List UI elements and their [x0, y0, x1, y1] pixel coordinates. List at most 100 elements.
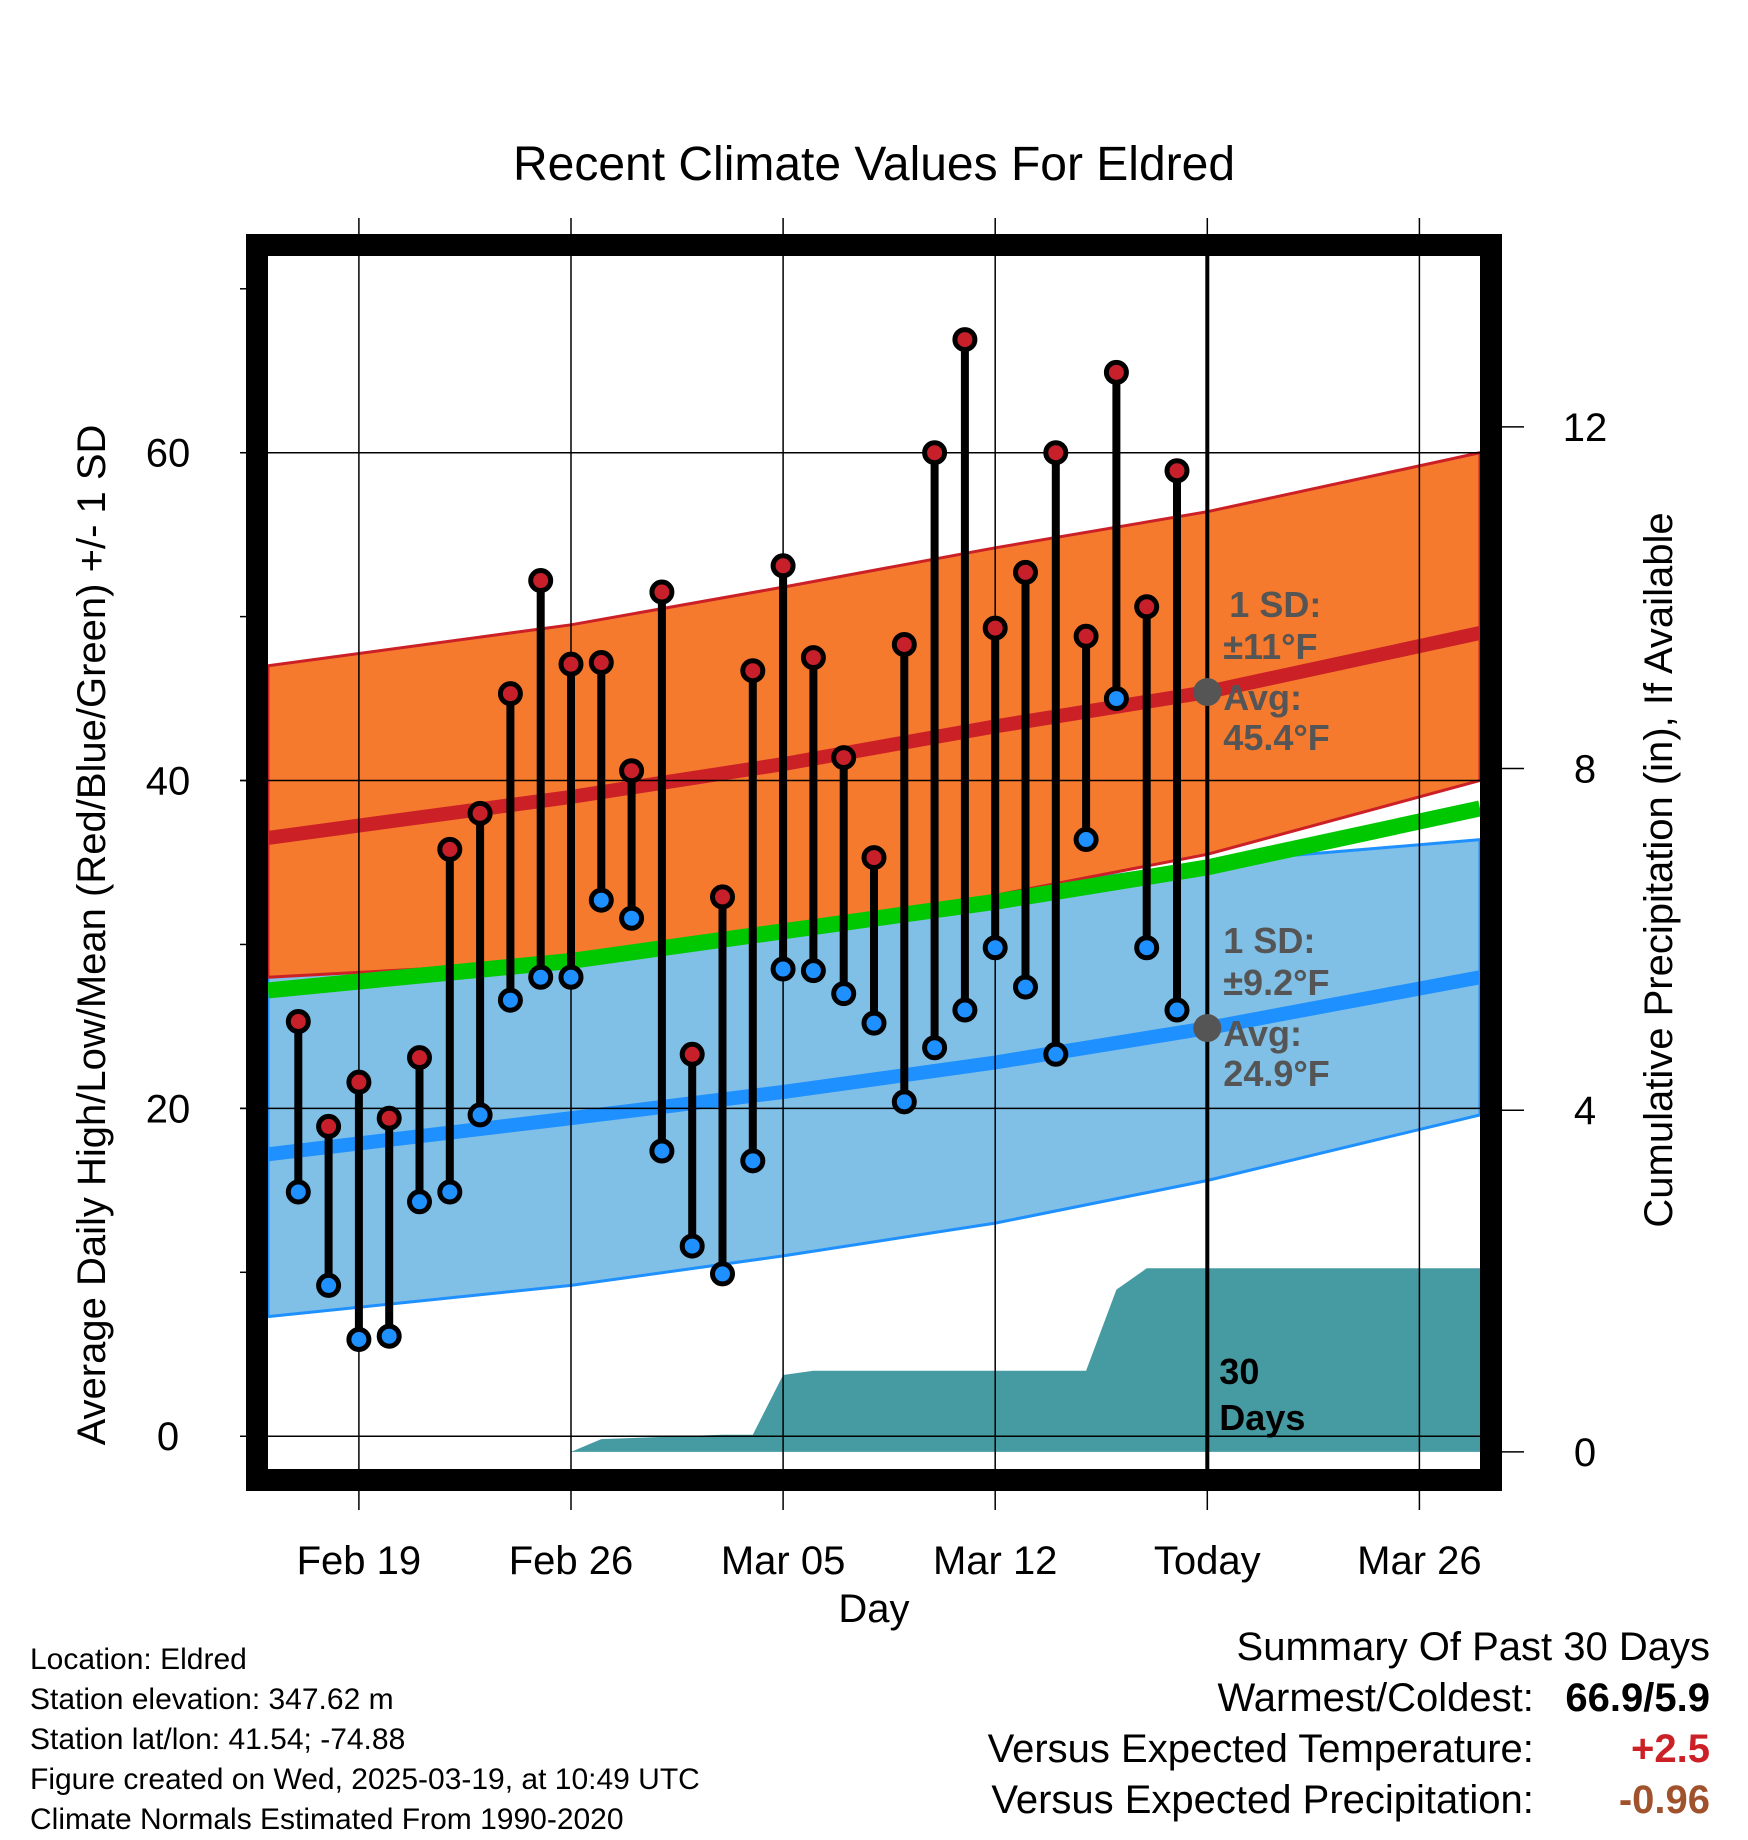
chart-title: Recent Climate Values For Eldred	[513, 138, 1235, 191]
summary-precip-row: Versus Expected Precipitation: -0.96	[988, 1775, 1710, 1826]
low-normal-line	[268, 970, 1480, 1162]
daily-low-point	[1134, 935, 1160, 961]
normals-text: Climate Normals Estimated From 1990-2020	[30, 1803, 624, 1836]
daily-high-point	[437, 836, 463, 862]
daily-low-point	[831, 981, 857, 1007]
daily-high-point	[1043, 440, 1069, 466]
daily-high-point	[1103, 359, 1129, 385]
daily-low-point	[376, 1323, 402, 1349]
low-sd-value: ±9.2°F	[1223, 962, 1329, 1003]
days-count-label: 30	[1219, 1351, 1259, 1392]
daily-high-point	[346, 1069, 372, 1095]
y-axis-label-left: Average Daily High/Low/Mean (Red/Blue/Gr…	[70, 425, 114, 1446]
days-word-label: Days	[1219, 1397, 1305, 1438]
summary-panel: Summary Of Past 30 Days Warmest/Coldest:…	[988, 1622, 1710, 1826]
x-tick-label: Today	[1154, 1539, 1261, 1583]
daily-low-point	[891, 1089, 917, 1115]
today-high-normal-marker	[1193, 678, 1222, 707]
y2-tick-label: 0	[1574, 1431, 1596, 1475]
warm-cold-label: Warmest/Coldest:	[1217, 1676, 1534, 1720]
daily-high-point	[619, 758, 645, 784]
high-sd-label: 1 SD:	[1229, 584, 1321, 625]
temp-value: +2.5	[1631, 1727, 1710, 1771]
summary-title: Summary Of Past 30 Days	[1236, 1625, 1710, 1669]
daily-low-point	[1043, 1041, 1069, 1067]
daily-high-point	[588, 650, 614, 676]
y-tick-label: 0	[157, 1415, 179, 1459]
daily-low-point	[528, 964, 554, 990]
y-tick-label: 20	[146, 1087, 191, 1131]
daily-high-point	[710, 884, 735, 910]
daily-low-point	[649, 1138, 675, 1164]
y-tick-label: 40	[146, 760, 191, 804]
daily-high-point	[558, 651, 584, 677]
daily-high-point	[1164, 458, 1190, 484]
daily-low-point	[679, 1233, 705, 1259]
daily-high-point	[861, 845, 887, 871]
daily-high-point	[376, 1105, 402, 1131]
y-tick-label: 60	[146, 432, 191, 476]
daily-high-point	[1134, 594, 1160, 620]
summary-warm-cold-row: Warmest/Coldest: 66.9/5.9	[988, 1673, 1711, 1724]
daily-high-point	[467, 800, 493, 826]
daily-low-point	[1013, 974, 1038, 1000]
elevation-text: Station elevation: 347.62 m	[30, 1683, 394, 1716]
daily-low-point	[800, 958, 826, 984]
daily-high-point	[770, 553, 796, 579]
daily-low-point	[497, 987, 523, 1013]
x-tick-label: Feb 26	[509, 1539, 634, 1583]
x-axis-label: Day	[838, 1587, 909, 1631]
latlon-text: Station lat/lon: 41.54; -74.88	[30, 1723, 406, 1756]
precip-value: -0.96	[1618, 1778, 1710, 1822]
daily-high-point	[316, 1113, 342, 1139]
daily-high-point	[831, 745, 857, 771]
daily-high-point	[407, 1045, 432, 1071]
x-tick-label: Mar 26	[1357, 1539, 1482, 1583]
x-tick-label: Mar 05	[721, 1539, 846, 1583]
daily-low-point	[982, 935, 1008, 961]
daily-low-point	[1073, 827, 1099, 853]
daily-high-point	[679, 1041, 705, 1067]
created-text: Figure created on Wed, 2025-03-19, at 10…	[30, 1763, 700, 1796]
daily-high-point	[982, 615, 1008, 641]
low-sd-label: 1 SD:	[1223, 920, 1315, 961]
daily-high-point	[800, 645, 826, 671]
daily-high-point	[891, 631, 917, 657]
high-normal-line	[268, 626, 1480, 845]
y2-tick-label: 8	[1574, 748, 1596, 792]
daily-high-point	[528, 568, 554, 594]
daily-low-point	[407, 1189, 432, 1215]
daily-low-point	[558, 964, 584, 990]
location-text: Location: Eldred	[30, 1643, 247, 1676]
station-info: Location: Eldred Station elevation: 347.…	[30, 1640, 700, 1840]
precip-label: Versus Expected Precipitation:	[991, 1778, 1534, 1822]
today-low-normal-marker	[1193, 1014, 1222, 1043]
plot-frame	[246, 234, 1502, 1491]
high-avg-value: 45.4°F	[1223, 717, 1329, 758]
mean-normal-line	[268, 800, 1480, 999]
daily-low-point	[1164, 997, 1190, 1023]
daily-low-point	[285, 1179, 311, 1205]
daily-high-point	[740, 658, 766, 684]
x-tick-label: Feb 19	[297, 1539, 422, 1583]
daily-high-point	[922, 440, 948, 466]
low-avg-value: 24.9°F	[1223, 1053, 1329, 1094]
daily-low-point	[710, 1261, 735, 1287]
daily-low-point	[467, 1102, 493, 1128]
daily-low-point	[770, 956, 796, 982]
summary-temp-row: Versus Expected Temperature: +2.5	[988, 1724, 1710, 1775]
y2-tick-label: 12	[1563, 406, 1608, 450]
daily-high-point	[285, 1009, 311, 1035]
daily-low-point	[1103, 686, 1129, 712]
daily-high-point	[497, 681, 523, 707]
daily-low-point	[316, 1272, 342, 1298]
warm-cold-value: 66.9/5.9	[1565, 1676, 1710, 1720]
daily-low-point	[861, 1010, 887, 1036]
temp-label: Versus Expected Temperature:	[987, 1727, 1534, 1771]
daily-low-point	[922, 1035, 948, 1061]
daily-low-point	[619, 905, 645, 931]
high-avg-label: Avg:	[1223, 677, 1302, 718]
daily-low-point	[346, 1327, 372, 1353]
